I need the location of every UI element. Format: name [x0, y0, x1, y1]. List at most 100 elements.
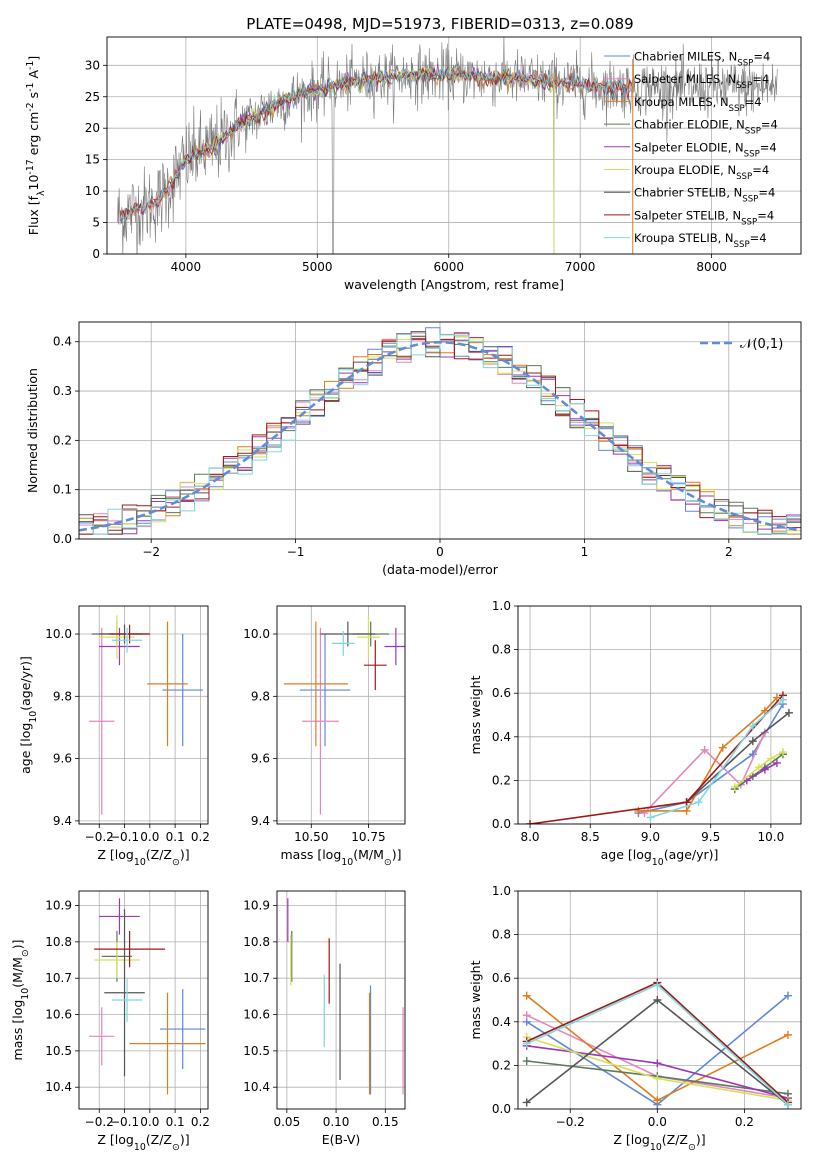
y-tick-label: 10.6: [45, 1008, 72, 1022]
x-tick-label: 4000: [171, 260, 202, 274]
x-axis-label: wavelength [Angstrom, rest frame]: [344, 277, 564, 292]
chart-mass-weight-vs-age: 8.0 8.5 9.0 9.5 10.0 0.0 0.2 0.4 0.6 0.8 1.0 age [l…: [468, 599, 802, 868]
x-tick-label: 0.2: [191, 830, 210, 844]
legend-entry: 𝒩(0,1): [740, 337, 783, 352]
figure-title: PLATE=0498, MJD=51973, FIBERID=0313, z=0…: [246, 15, 633, 33]
x-tick-label: 2: [725, 545, 733, 559]
legend-entry: Chabrier ELODIE, NSSP=4: [634, 118, 778, 137]
y-tick-label: 0.0: [492, 817, 511, 831]
plot-area: [277, 891, 405, 1109]
chart-spectrum: 4000 5000 6000 7000 8000 0 5 10 15 20 25 30 waveleng…: [25, 36, 802, 292]
x-tick-label: 0.05: [273, 1115, 300, 1129]
weight-marker: [526, 820, 535, 824]
x-axis-label: age [log10(age/yr)]: [601, 847, 719, 868]
x-tick-label: 8000: [696, 260, 727, 274]
y-tick-label: 9.8: [53, 689, 72, 703]
weight-marker: [646, 813, 655, 822]
y-tick-label: 10: [85, 184, 100, 198]
weight-marker: [653, 980, 662, 989]
axes-frame: [276, 605, 406, 825]
weight-marker: [783, 1100, 792, 1109]
model-spectrum-6: [119, 67, 633, 224]
weight-marker: [784, 708, 793, 717]
chart-age-vs-mass: 10.50 10.75 9.4 9.6 9.8 10.0 mass [log10(M/M⊙)…: [243, 605, 406, 868]
x-tick-label: 1: [581, 545, 589, 559]
weight-marker: [778, 748, 787, 757]
y-tick-label: 9.8: [251, 689, 270, 703]
weight-marker: [694, 798, 703, 807]
weight-marker: [748, 721, 757, 730]
x-tick-label: 0.1: [166, 830, 185, 844]
weight-marker: [682, 798, 691, 807]
y-tick-label: 9.6: [53, 752, 72, 766]
legend-entry: Salpeter STELIB, NSSP=4: [634, 208, 774, 227]
y-tick-label: 9.6: [251, 752, 270, 766]
y-tick-label: 10.9: [243, 899, 270, 913]
x-tick-label: 6000: [433, 260, 464, 274]
weight-marker: [522, 1057, 531, 1066]
y-tick-label: 10.4: [45, 1080, 72, 1094]
chart-mass-vs-Z: −0.2−0.1 0.0 0.1 0.2 10.4 10.5 10.6 10.7 10.8 10.…: [10, 890, 210, 1153]
plot-area: [79, 322, 801, 539]
weight-marker: [522, 1098, 531, 1107]
weight-marker: [653, 1096, 662, 1105]
y-tick-label: 1.0: [492, 599, 511, 613]
weight-marker: [718, 743, 727, 752]
y-tick-label: 10.5: [243, 1044, 270, 1058]
y-tick-label: 10.9: [45, 899, 72, 913]
weight-line-3: [734, 753, 784, 790]
y-tick-label: 5: [92, 216, 100, 230]
y-tick-label: 0: [92, 247, 100, 261]
x-tick-label: −0.2: [85, 830, 114, 844]
y-tick-label: 0.8: [492, 928, 511, 942]
y-tick-label: 0.2: [53, 433, 72, 447]
x-axis-label: mass [log10(M/M⊙)]: [281, 847, 402, 868]
y-axis-label: mass weight: [468, 960, 483, 1039]
plot-area: [518, 891, 801, 1109]
axes-frame: [106, 36, 802, 255]
weight-marker: [653, 1059, 662, 1068]
y-tick-label: 10.8: [45, 935, 72, 949]
x-axis-label: Z [log10(Z/Z⊙)]: [97, 847, 189, 868]
y-tick-label: 25: [85, 90, 100, 104]
x-tick-label: 0.2: [735, 1115, 754, 1129]
y-tick-label: 0.2: [492, 773, 511, 787]
x-tick-label: −0.2: [85, 1115, 114, 1129]
weight-marker: [772, 758, 781, 767]
weight-line-1: [643, 732, 766, 814]
x-tick-label: 10.50: [294, 830, 328, 844]
x-tick-label: 9.0: [641, 830, 660, 844]
y-tick-label: 0.4: [492, 730, 511, 744]
x-tick-label: −0.2: [556, 1115, 585, 1129]
y-tick-label: 10.6: [243, 1008, 270, 1022]
plot-area: [277, 606, 405, 824]
weight-marker: [748, 737, 757, 746]
axes-frame: [276, 890, 406, 1110]
chart-residuals: −2 −1 0 1 2 0.0 0.1 0.2 0.3 0.4 (data-model)/error…: [25, 321, 802, 577]
x-tick-label: 0.0: [140, 830, 159, 844]
weight-marker: [754, 763, 763, 772]
x-tick-label: 5000: [302, 260, 333, 274]
x-tick-label: 9.5: [701, 830, 720, 844]
weight-marker: [778, 695, 787, 704]
plot-area: [79, 606, 208, 824]
y-axis-label: mass [log10(M/M⊙)]: [10, 940, 31, 1061]
y-tick-label: 10.4: [243, 1080, 270, 1094]
chart-mass-weight-vs-Z: −0.2 0.0 0.2 0.0 0.2 0.4 0.6 0.8 1.0 Z [log10(Z/Z…: [468, 884, 802, 1153]
x-tick-label: 0.0: [140, 1115, 159, 1129]
y-tick-label: 10.7: [243, 971, 270, 985]
model-spectrum-7: [119, 67, 634, 222]
y-tick-label: 0.6: [492, 686, 511, 700]
residual-histogram-0: [79, 327, 801, 535]
y-tick-label: 0.4: [492, 1015, 511, 1029]
legend-entry: Chabrier MILES, NSSP=4: [634, 50, 770, 69]
weight-marker: [783, 1030, 792, 1039]
x-tick-label: −1: [287, 545, 305, 559]
x-tick-label: 8.5: [581, 830, 600, 844]
gaussian-curve: [79, 340, 801, 532]
y-axis-label: mass weight: [468, 675, 483, 754]
y-tick-label: 10.0: [243, 627, 270, 641]
weight-marker: [700, 745, 709, 754]
x-tick-label: −0.1: [110, 830, 139, 844]
